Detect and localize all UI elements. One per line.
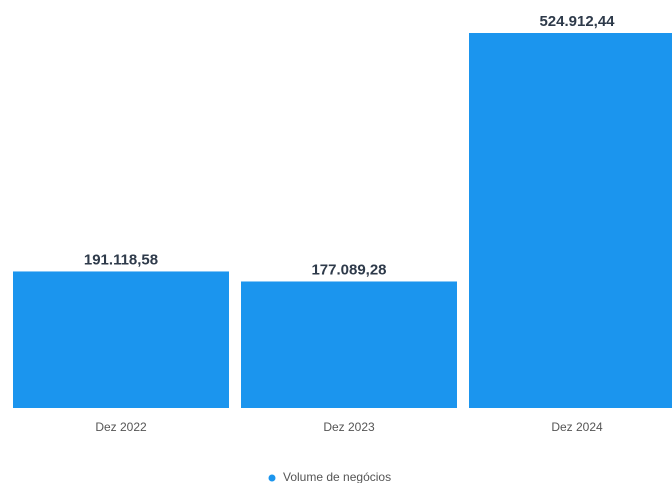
- legend-label: Volume de negócios: [283, 470, 391, 483]
- value-label: 191.118,58: [84, 251, 158, 268]
- value-label: 177.089,28: [311, 261, 386, 278]
- bar: [241, 281, 457, 408]
- legend-marker: [268, 474, 276, 482]
- x-tick-label: Dez 2022: [95, 420, 147, 434]
- x-tick-label: Dez 2023: [323, 420, 375, 434]
- x-tick-label: Dez 2024: [551, 420, 603, 434]
- bar: [13, 271, 229, 408]
- value-label: 524.912,44: [539, 13, 615, 30]
- bar: [469, 33, 672, 408]
